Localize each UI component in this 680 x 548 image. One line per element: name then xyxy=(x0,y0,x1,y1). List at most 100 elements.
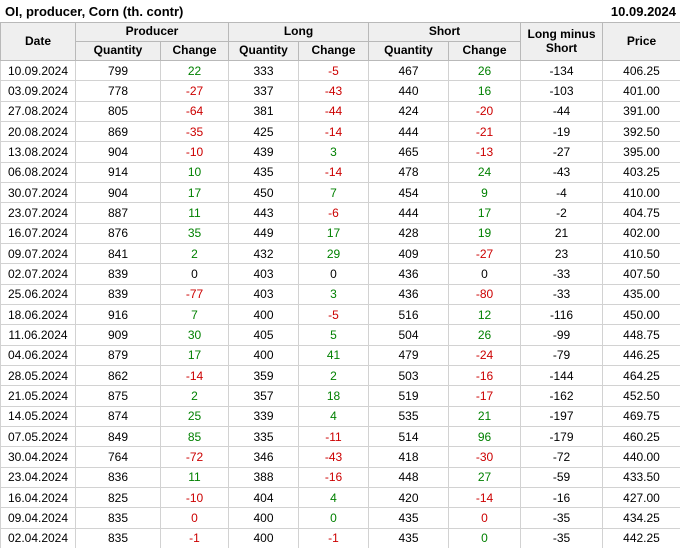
long-quantity-cell: 439 xyxy=(228,141,299,163)
long-quantity-cell: 400 xyxy=(228,507,299,529)
short-change-cell: -30 xyxy=(448,446,522,468)
long-change-cell: -14 xyxy=(297,161,370,183)
short-quantity-cell: 448 xyxy=(368,466,450,488)
long-minus-short-cell: -2 xyxy=(520,202,604,224)
price-cell: 407.50 xyxy=(602,263,680,285)
producer-quantity-cell: 862 xyxy=(75,364,161,387)
producer-change-cell: 30 xyxy=(160,324,229,346)
table-row: 28.05.2024 862 -14 359 2 503 -16 -144 464.25 xyxy=(0,364,680,387)
long-quantity-cell: 335 xyxy=(228,425,299,448)
table-row: 06.08.2024 914 10 435 -14 478 24 -43 403.25 xyxy=(0,161,680,183)
producer-change-cell: -64 xyxy=(160,100,229,122)
short-quantity-cell: 478 xyxy=(368,161,450,183)
column-group-producer: Producer xyxy=(75,22,229,42)
table-row: 21.05.2024 875 2 357 18 519 -17 -162 452.50 xyxy=(0,385,680,407)
long-change-cell: -43 xyxy=(297,446,370,468)
long-change-cell: 4 xyxy=(297,486,370,509)
short-quantity-cell: 479 xyxy=(368,344,450,366)
header-sub-row: Quantity Change Quantity Change Quantity… xyxy=(1,41,680,61)
table-row: 02.07.2024 839 0 403 0 436 0 -33 407.50 xyxy=(0,263,680,285)
table-row: 09.07.2024 841 2 432 29 409 -27 23 410.50 xyxy=(0,242,680,265)
price-cell: 433.50 xyxy=(602,466,680,488)
short-quantity-cell: 435 xyxy=(368,527,450,548)
price-cell: 448.75 xyxy=(602,324,680,346)
producer-quantity-cell: 916 xyxy=(75,303,161,326)
price-cell: 452.50 xyxy=(602,385,680,407)
producer-quantity-cell: 835 xyxy=(75,527,161,548)
long-change-cell: 7 xyxy=(297,181,370,204)
short-quantity-cell: 535 xyxy=(368,405,450,427)
table-row: 03.09.2024 778 -27 337 -43 440 16 -103 401.00 xyxy=(0,80,680,102)
producer-quantity-cell: 909 xyxy=(75,324,161,346)
date-cell: 16.04.2024 xyxy=(0,486,76,509)
price-cell: 427.00 xyxy=(602,486,680,509)
producer-change-cell: -27 xyxy=(160,80,229,102)
short-change-cell: 16 xyxy=(448,80,522,102)
short-change-cell: 0 xyxy=(448,527,522,548)
date-cell: 23.04.2024 xyxy=(0,466,76,488)
producer-quantity-cell: 887 xyxy=(75,202,161,224)
date-cell: 11.06.2024 xyxy=(0,324,76,346)
short-quantity-cell: 444 xyxy=(368,202,450,224)
column-header-date: Date xyxy=(0,22,76,61)
producer-quantity-cell: 841 xyxy=(75,242,161,265)
long-quantity-cell: 450 xyxy=(228,181,299,204)
producer-quantity-cell: 874 xyxy=(75,405,161,427)
price-cell: 446.25 xyxy=(602,344,680,366)
page-title: OI, producer, Corn (th. contr) xyxy=(5,3,184,19)
producer-change-cell: 85 xyxy=(160,425,229,448)
header-group-row: Date Producer Long Short Long minus Shor… xyxy=(0,22,680,61)
long-quantity-cell: 404 xyxy=(228,486,299,509)
producer-quantity-cell: 839 xyxy=(75,283,161,305)
long-change-cell: 29 xyxy=(297,242,370,265)
producer-quantity-cell: 904 xyxy=(75,181,161,204)
short-change-cell: -17 xyxy=(448,385,522,407)
short-change-cell: -20 xyxy=(448,100,522,122)
long-minus-short-cell: -103 xyxy=(520,80,604,102)
long-change-cell: -44 xyxy=(297,100,370,122)
short-change-cell: 26 xyxy=(448,59,522,82)
table-row: 27.08.2024 805 -64 381 -44 424 -20 -44 391.00 xyxy=(0,100,680,122)
column-header-producer-change: Change xyxy=(160,41,229,61)
column-header-long-quantity: Quantity xyxy=(228,41,299,61)
long-minus-short-cell: -162 xyxy=(520,385,604,407)
producer-quantity-cell: 875 xyxy=(75,385,161,407)
producer-quantity-cell: 849 xyxy=(75,425,161,448)
price-cell: 401.00 xyxy=(602,80,680,102)
producer-change-cell: -10 xyxy=(160,486,229,509)
price-cell: 391.00 xyxy=(602,100,680,122)
short-change-cell: 17 xyxy=(448,202,522,224)
price-cell: 442.25 xyxy=(602,527,680,548)
producer-change-cell: 25 xyxy=(160,405,229,427)
date-cell: 27.08.2024 xyxy=(0,100,76,122)
long-minus-short-cell: -33 xyxy=(520,263,604,285)
short-change-cell: -14 xyxy=(448,486,522,509)
long-minus-short-cell: -19 xyxy=(520,120,604,143)
short-change-cell: 9 xyxy=(448,181,522,204)
table-row: 09.04.2024 835 0 400 0 435 0 -35 434.25 xyxy=(0,507,680,529)
short-quantity-cell: 465 xyxy=(368,141,450,163)
producer-change-cell: 10 xyxy=(160,161,229,183)
short-change-cell: -27 xyxy=(448,242,522,265)
long-quantity-cell: 337 xyxy=(228,80,299,102)
date-cell: 23.07.2024 xyxy=(0,202,76,224)
long-quantity-cell: 359 xyxy=(228,364,299,387)
producer-quantity-cell: 778 xyxy=(75,80,161,102)
date-cell: 03.09.2024 xyxy=(0,80,76,102)
long-minus-short-cell: -134 xyxy=(520,59,604,82)
date-cell: 30.04.2024 xyxy=(0,446,76,468)
table-row: 10.09.2024 799 22 333 -5 467 26 -134 406.25 xyxy=(0,59,680,82)
table-row: 30.04.2024 764 -72 346 -43 418 -30 -72 440.00 xyxy=(0,446,680,468)
producer-change-cell: 2 xyxy=(160,242,229,265)
price-cell: 450.00 xyxy=(602,303,680,326)
long-quantity-cell: 435 xyxy=(228,161,299,183)
producer-change-cell: 22 xyxy=(160,59,229,82)
date-cell: 13.08.2024 xyxy=(0,141,76,163)
producer-change-cell: 11 xyxy=(160,202,229,224)
table-row: 23.07.2024 887 11 443 -6 444 17 -2 404.75 xyxy=(0,202,680,224)
long-change-cell: 0 xyxy=(297,507,370,529)
short-change-cell: 96 xyxy=(448,425,522,448)
price-cell: 406.25 xyxy=(602,59,680,82)
date-cell: 21.05.2024 xyxy=(0,385,76,407)
